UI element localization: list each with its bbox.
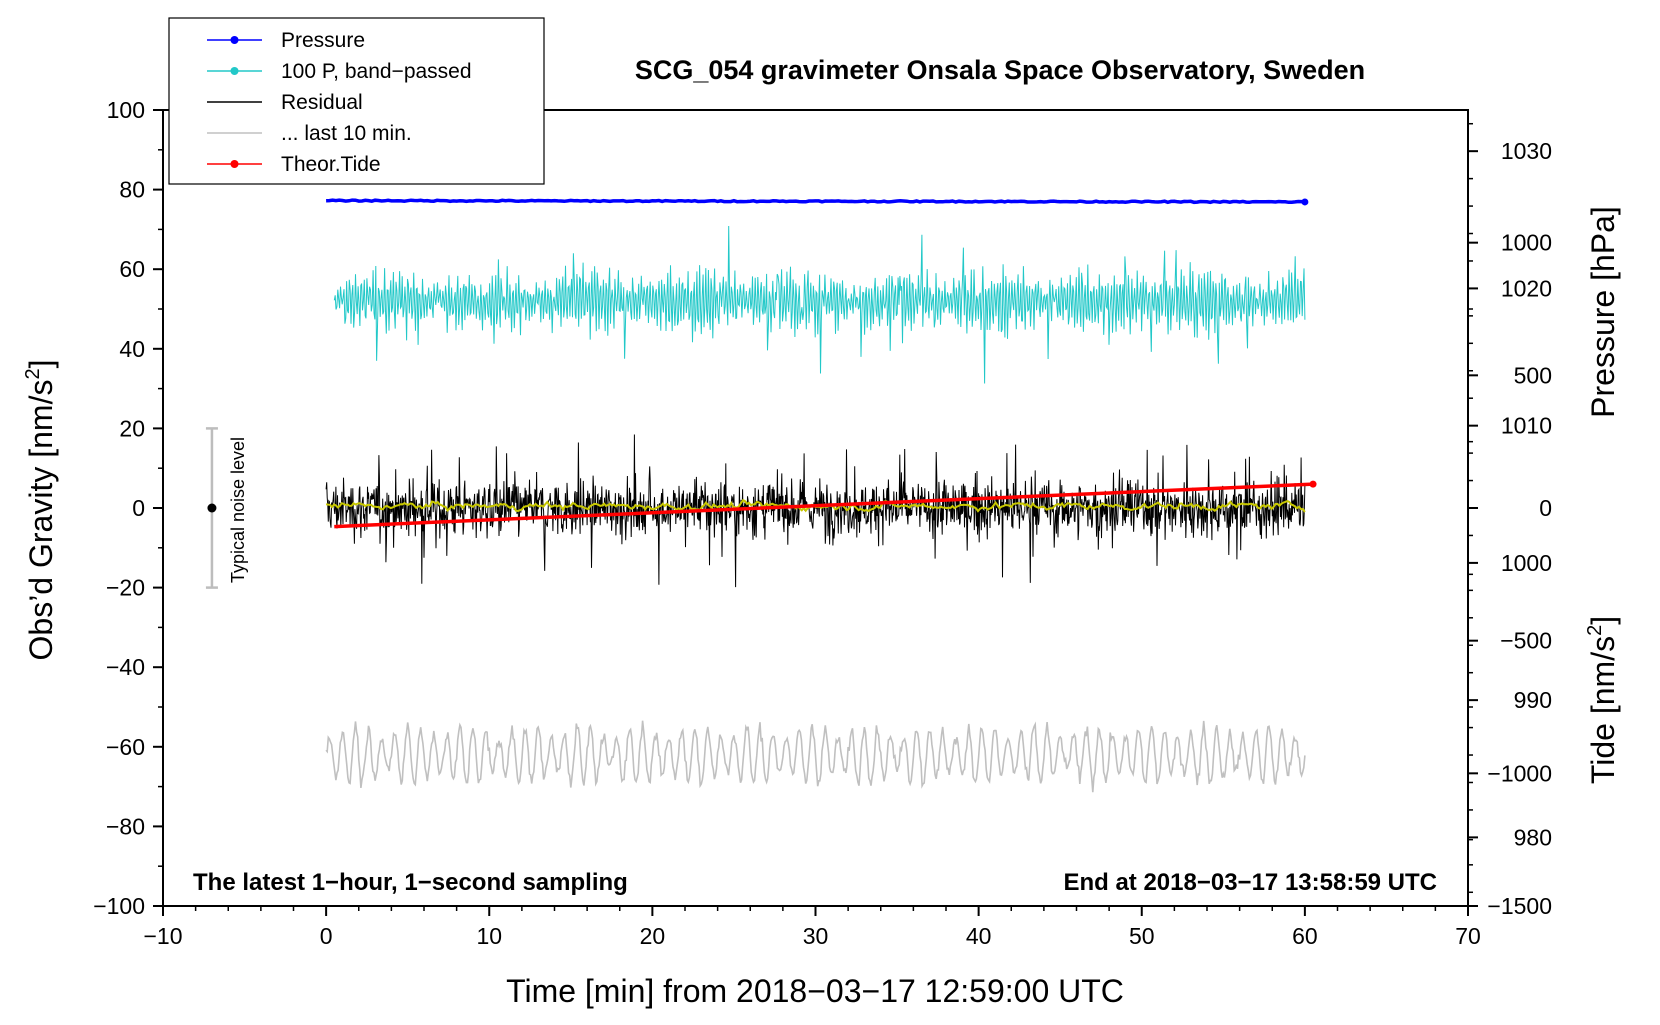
tide-tick-label: 0 <box>1539 495 1552 521</box>
legend-label: ... last 10 min. <box>281 122 412 145</box>
x-tick-label: 60 <box>1292 923 1318 949</box>
y-axis-title-tide-end: ] <box>1585 616 1621 625</box>
pressure-tick-label: 1030 <box>1501 138 1552 164</box>
tide-tick-label: −1500 <box>1487 893 1552 919</box>
series-tide-line <box>334 482 1314 529</box>
y-tick-label: −100 <box>93 893 145 919</box>
legend-label: Residual <box>281 91 363 114</box>
legend-label: 100 P, band−passed <box>281 60 472 83</box>
legend-marker <box>230 67 239 75</box>
x-tick-label: 70 <box>1455 923 1481 949</box>
legend-label: Theor.Tide <box>281 153 381 176</box>
x-axis-title: Time [min] from 2018−03−17 12:59:00 UTC <box>506 973 1124 1009</box>
x-tick-label: 10 <box>476 923 502 949</box>
y-tick-label: −60 <box>106 734 145 760</box>
y-tick-label: 100 <box>107 97 145 123</box>
y-axis-title-left: Obs’d Gravity [nm/s2] <box>22 360 59 661</box>
legend-box <box>168 17 545 185</box>
x-tick-label: 0 <box>320 923 333 949</box>
series-tide-end-marker <box>1309 480 1317 488</box>
x-tick-label: 50 <box>1129 923 1155 949</box>
y-axis-title-tide-main: Tide [nm/s <box>1585 636 1621 784</box>
y-tick-label: −40 <box>106 654 145 680</box>
x-tick-label: 40 <box>966 923 992 949</box>
annotation-end-time: End at 2018−03−17 13:58:59 UTC <box>1063 869 1437 896</box>
y-axis-title-pressure: Pressure [hPa] <box>1585 206 1621 418</box>
y-axis-title-tide-sup: 2 <box>1584 625 1606 636</box>
series-pressure-line <box>326 198 1306 205</box>
y-tick-label: −80 <box>106 813 145 839</box>
series-pressure-end-marker <box>1301 198 1309 206</box>
y-tick-label: 40 <box>119 336 145 362</box>
y-tick-label: 0 <box>132 495 145 521</box>
annotation-sampling: The latest 1−hour, 1−second sampling <box>193 869 628 896</box>
pressure-tick-label: 1020 <box>1501 275 1552 301</box>
y-axis-title-left-sup: 2 <box>22 368 44 379</box>
pressure-tick-label: 1010 <box>1501 413 1552 439</box>
x-tick-label: −10 <box>143 923 182 949</box>
tide-tick-label: 500 <box>1514 362 1552 388</box>
x-tick-label: 30 <box>803 923 829 949</box>
legend-marker <box>230 36 239 44</box>
series-band-passed-line <box>333 225 1306 384</box>
series-residual-line <box>325 434 1306 588</box>
legend-label: Pressure <box>281 29 365 52</box>
y-tick-label: 80 <box>119 177 145 203</box>
legend-marker <box>230 160 239 168</box>
noise-level-label: Typical noise level <box>228 437 248 583</box>
tide-tick-label: 1000 <box>1501 230 1552 256</box>
y-tick-label: 20 <box>119 415 145 441</box>
noise-bar-center-marker <box>207 503 217 513</box>
y-tick-label: 60 <box>119 256 145 282</box>
series-layer <box>205 198 1317 793</box>
pressure-tick-label: 990 <box>1514 687 1552 713</box>
y-axis-title-left-main: Obs’d Gravity [nm/s <box>23 380 59 661</box>
y-tick-label: −20 <box>106 575 145 601</box>
pressure-tick-label: 980 <box>1514 824 1552 850</box>
tide-tick-label: −500 <box>1500 628 1552 654</box>
tide-tick-label: −1000 <box>1487 760 1552 786</box>
series-last-10-min-line <box>325 720 1306 793</box>
pressure-tick-label: 1000 <box>1501 550 1552 576</box>
x-tick-label: 20 <box>640 923 666 949</box>
axes-layer: −10 0 10 20 30 40 50 60 70100806040200−20−40−60−… <box>93 97 1552 949</box>
y-axis-title-left-end: ] <box>23 360 59 369</box>
legend: Pressure 100 P, band−passed Residual ... la… <box>168 17 545 185</box>
y-axis-title-tide: Tide [nm/s2] <box>1584 616 1621 784</box>
chart-title: SCG_054 gravimeter Onsala Space Observat… <box>635 55 1365 85</box>
